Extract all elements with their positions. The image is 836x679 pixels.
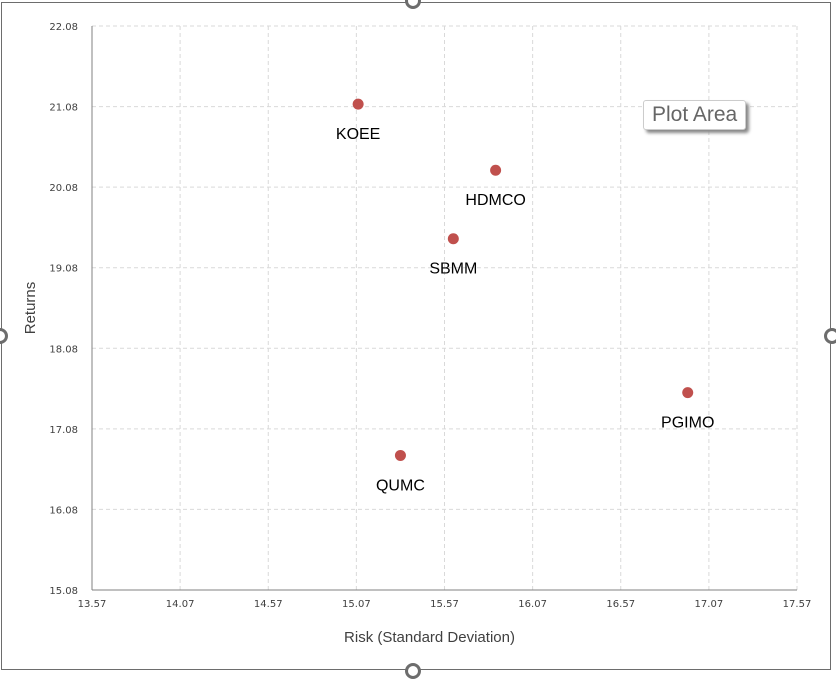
- resize-handle-left[interactable]: [0, 328, 8, 344]
- resize-handle-right[interactable]: [824, 328, 836, 344]
- data-point: [447, 233, 459, 245]
- x-tick-label: 17.57: [783, 599, 812, 610]
- x-tick-label: 14.07: [166, 599, 195, 610]
- y-tick-label: 20.08: [49, 183, 78, 194]
- resize-handle-top[interactable]: [405, 0, 421, 9]
- x-tick-label: 17.07: [695, 599, 724, 610]
- data-label: HDMCO: [465, 192, 525, 209]
- x-tick-label: 13.57: [78, 599, 107, 610]
- x-tick-label: 15.57: [430, 599, 459, 610]
- x-tick-label: 16.07: [518, 599, 547, 610]
- data-label: PGIMO: [661, 415, 714, 432]
- x-tick-label: 16.57: [606, 599, 635, 610]
- data-label: QUMC: [376, 477, 425, 494]
- y-tick-label: 18.08: [49, 344, 78, 355]
- data-label: KOEE: [336, 126, 380, 143]
- plot-area-tooltip: Plot Area: [643, 100, 747, 130]
- data-point: [394, 449, 406, 461]
- data-label: SBMM: [429, 261, 477, 278]
- x-axis-title: Risk (Standard Deviation): [344, 629, 515, 646]
- data-point: [490, 164, 502, 176]
- x-tick-label: 14.57: [254, 599, 283, 610]
- y-tick-label: 16.08: [49, 505, 78, 516]
- y-tick-label: 21.08: [49, 103, 78, 114]
- data-point: [352, 98, 364, 110]
- y-tick-label: 22.08: [49, 22, 78, 33]
- y-tick-label: 15.08: [49, 586, 78, 597]
- y-tick-label: 19.08: [49, 264, 78, 275]
- y-tick-label: 17.08: [49, 425, 78, 436]
- x-tick-label: 15.07: [342, 599, 371, 610]
- y-axis-title: Returns: [22, 282, 39, 335]
- data-point: [682, 387, 694, 399]
